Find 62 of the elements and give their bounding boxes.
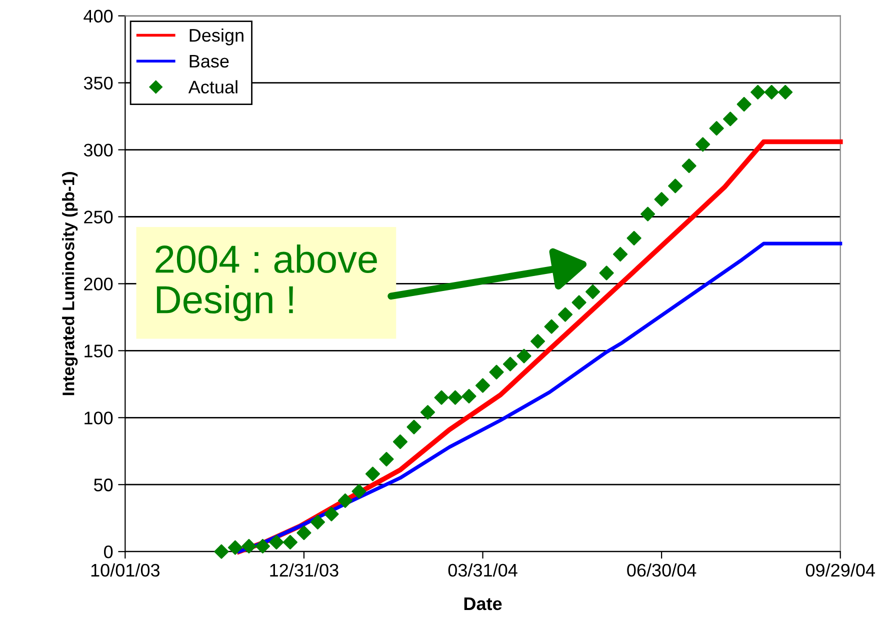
- point: [572, 295, 586, 310]
- point: [365, 466, 380, 482]
- point: [599, 266, 614, 280]
- y-tick-label: 300: [84, 144, 113, 157]
- point: [668, 178, 683, 194]
- point: [448, 390, 463, 405]
- point: [324, 506, 339, 522]
- point: [709, 121, 724, 136]
- point: [296, 526, 312, 540]
- point: [750, 84, 766, 100]
- point: [352, 484, 366, 499]
- y-tick-label: 0: [104, 546, 113, 558]
- legend-label: Actual: [188, 80, 238, 94]
- annotation: 2004 : above Design !: [156, 244, 377, 322]
- point: [392, 434, 408, 450]
- x-tick-label: 09/29/04: [806, 563, 875, 577]
- point: [475, 378, 490, 393]
- point: [406, 420, 422, 434]
- x-tick-label: 12/31/03: [270, 563, 338, 577]
- x-tick-label: 10/01/03: [91, 563, 160, 577]
- point: [764, 84, 779, 100]
- x-tick-label: 06/30/04: [627, 563, 696, 577]
- point: [502, 356, 518, 372]
- point: [228, 540, 242, 555]
- point: [736, 96, 752, 112]
- point: [544, 319, 559, 334]
- point: [338, 493, 353, 508]
- x-tick-label: 03/31/04: [448, 563, 518, 577]
- y-tick-label: 350: [84, 76, 113, 90]
- y-tick-label: 200: [84, 278, 113, 290]
- point: [379, 452, 394, 466]
- point: [434, 390, 449, 405]
- point: [462, 388, 476, 404]
- point: [654, 192, 669, 207]
- point: [516, 348, 532, 364]
- point: [723, 112, 738, 126]
- point: [420, 405, 436, 420]
- point: [626, 230, 642, 246]
- x-axis-title: Date: [464, 598, 502, 610]
- point: [530, 334, 546, 349]
- point: [558, 307, 573, 322]
- point: [613, 246, 628, 262]
- y-tick-label: 150: [84, 344, 113, 358]
- point: [696, 137, 710, 152]
- legend-label: Base: [190, 55, 229, 68]
- y-axis-title: Integrated Luminosity (pb-1): [62, 172, 78, 396]
- y-tick-label: 100: [84, 412, 113, 424]
- y-tick-label: 50: [94, 478, 113, 492]
- y-tick-label: 400: [84, 10, 113, 23]
- point: [640, 206, 656, 222]
- point: [255, 538, 270, 554]
- point: [282, 534, 298, 550]
- point: [682, 158, 696, 174]
- legend-label: Design: [190, 28, 244, 46]
- point: [489, 364, 504, 380]
- point: [778, 84, 793, 100]
- point: [242, 538, 256, 554]
- point: [586, 284, 600, 300]
- point: [310, 514, 325, 530]
- y-tick-label: 250: [84, 210, 113, 224]
- point: [269, 534, 284, 550]
- point: [214, 544, 229, 559]
